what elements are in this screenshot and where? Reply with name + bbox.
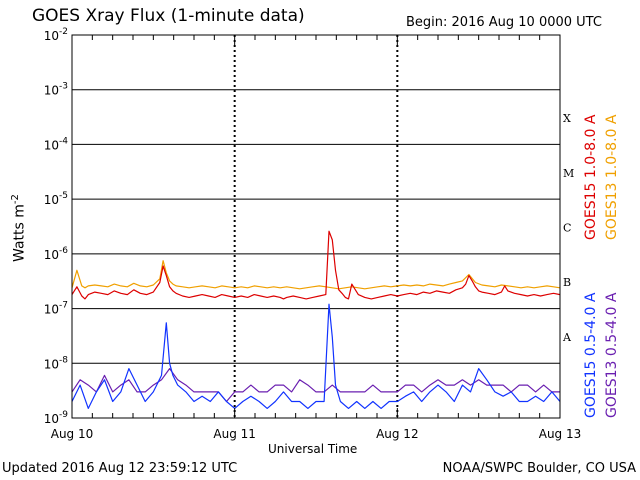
- flare-class-label: C: [563, 222, 571, 235]
- y-tick-exponent: -8: [59, 355, 68, 365]
- flare-class-label: M: [563, 167, 574, 180]
- y-axis-label-text: Watts m: [11, 204, 28, 262]
- series-line: [71, 368, 560, 403]
- y-tick-label: 10-8: [44, 355, 69, 371]
- y-tick-exponent: -7: [59, 301, 68, 311]
- y-tick-label: 10-4: [44, 136, 69, 152]
- legend-goes13-long: GOES13 1.0-8.0 A: [604, 114, 620, 240]
- begin-time-label: Begin: 2016 Aug 10 0000 UTC: [406, 15, 602, 30]
- x-tick-label: Aug 11: [213, 427, 256, 441]
- series-line: [71, 230, 561, 300]
- y-tick-mantissa: 10: [44, 248, 59, 262]
- y-axis-label: Watts m-2: [10, 194, 28, 262]
- legend-goes15-long: GOES15 1.0-8.0 A: [583, 114, 599, 240]
- chart-title: GOES Xray Flux (1-minute data): [32, 6, 305, 26]
- x-tick-label: Aug 10: [51, 427, 94, 441]
- y-tick-mantissa: 10: [44, 303, 59, 317]
- flare-class-label: A: [562, 331, 572, 344]
- x-tick-label: Aug 12: [376, 427, 419, 441]
- y-tick-mantissa: 10: [44, 412, 59, 426]
- plot-frame: [71, 34, 561, 419]
- x-tick-label: Aug 13: [539, 427, 582, 441]
- y-tick-label: 10-9: [44, 410, 69, 426]
- y-tick-label: 10-6: [44, 246, 69, 262]
- y-tick-exponent: -2: [59, 27, 68, 37]
- credit-label: NOAA/SWPC Boulder, CO USA: [442, 461, 636, 476]
- y-tick-label: 10-2: [44, 27, 68, 43]
- y-tick-label: 10-5: [44, 191, 68, 207]
- y-axis-label-exponent: -2: [10, 194, 21, 205]
- x-axis-label: Universal Time: [268, 442, 358, 456]
- y-tick-label: 10-3: [44, 82, 68, 98]
- y-tick-exponent: -9: [59, 410, 68, 420]
- y-tick-mantissa: 10: [44, 84, 59, 98]
- updated-timestamp: Updated 2016 Aug 12 23:59:12 UTC: [2, 461, 238, 476]
- legend-goes13-short: GOES13 0.5-4.0 A: [604, 292, 620, 418]
- grid-layer: [72, 34, 560, 419]
- y-tick-exponent: -5: [59, 191, 68, 201]
- y-tick-mantissa: 10: [44, 357, 59, 371]
- y-tick-mantissa: 10: [44, 29, 59, 43]
- series-layer: [71, 230, 561, 409]
- series-line: [71, 303, 561, 409]
- legend-goes15-short: GOES15 0.5-4.0 A: [583, 292, 599, 418]
- y-tick-exponent: -4: [59, 136, 68, 146]
- series-line: [71, 260, 561, 290]
- flare-class-label: B: [563, 276, 571, 289]
- y-tick-mantissa: 10: [44, 138, 59, 152]
- y-tick-label: 10-7: [44, 301, 68, 317]
- y-tick-mantissa: 10: [44, 193, 59, 207]
- flare-class-label: X: [563, 112, 571, 125]
- y-tick-exponent: -3: [59, 82, 68, 92]
- y-tick-exponent: -6: [59, 246, 68, 256]
